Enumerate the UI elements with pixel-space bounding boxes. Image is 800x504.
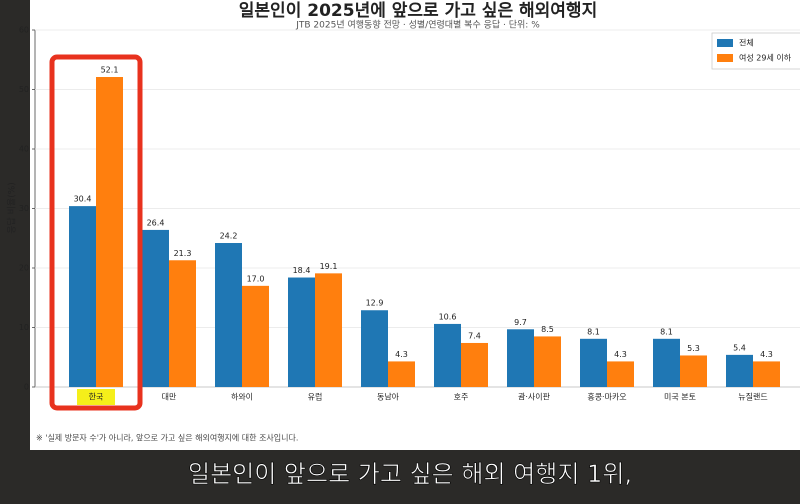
y-tick-label: 20 (19, 264, 29, 273)
bar (680, 355, 707, 387)
data-label: 12.9 (366, 299, 384, 308)
highlight-label-box (77, 389, 115, 405)
data-label: 52.1 (101, 66, 119, 75)
data-label: 4.3 (614, 350, 627, 359)
data-label: 10.6 (439, 312, 457, 321)
bar (69, 206, 96, 387)
bar (434, 323, 461, 387)
y-tick-label: 50 (19, 85, 29, 94)
y-axis-label: 응답 비율(%) (6, 182, 18, 234)
x-tick-label: 뉴질랜드 (738, 392, 767, 402)
data-label: 19.1 (320, 262, 338, 271)
footnote: ※ '실제 방문자 수'가 아니라, 앞으로 가고 싶은 해외여행지에 대한 조… (36, 433, 298, 443)
video-caption: 일본인이 앞으로 가고 싶은 해외 여행지 1위, (188, 460, 632, 488)
data-label: 7.4 (468, 331, 481, 340)
x-tick-label: 한국 (89, 393, 104, 402)
legend-label: 여성 29세 이하 (739, 53, 792, 63)
x-tick-label: 홍콩·마카오 (587, 392, 626, 402)
data-label: 24.2 (220, 232, 238, 241)
bar (388, 361, 415, 387)
bar (607, 361, 634, 387)
x-tick-label: 미국 본토 (664, 393, 696, 402)
bar (288, 277, 315, 387)
legend-label: 전체 (739, 38, 754, 48)
x-tick-label: 하와이 (231, 392, 253, 402)
x-tick-label: 대만 (162, 393, 177, 402)
bar (653, 338, 680, 387)
y-tick-label: 60 (19, 26, 29, 35)
bar (315, 273, 342, 387)
legend-swatch (717, 39, 733, 47)
data-label: 4.3 (395, 350, 408, 359)
bar (534, 336, 561, 387)
y-tick-label: 40 (19, 145, 29, 154)
bar (96, 77, 123, 387)
bar (726, 354, 753, 387)
legend-box (711, 32, 800, 70)
y-tick-label: 30 (19, 204, 29, 213)
bar (242, 285, 269, 387)
data-label: 8.1 (587, 327, 600, 336)
highlight-frame (49, 54, 143, 411)
x-tick-label: 동남아 (377, 392, 400, 402)
bar (142, 229, 169, 387)
legend-swatch (717, 54, 733, 62)
y-tick-label: 0 (24, 383, 29, 392)
y-tick-label: 10 (19, 323, 29, 332)
data-label: 30.4 (74, 195, 92, 204)
bar (361, 310, 388, 387)
bar (580, 338, 607, 387)
data-label: 9.7 (514, 318, 527, 327)
data-label: 17.0 (247, 274, 265, 283)
data-label: 26.4 (147, 218, 165, 227)
bar (461, 342, 488, 387)
data-label: 21.3 (174, 249, 192, 258)
bar (507, 329, 534, 387)
chart-title: 일본인이 2025년에 앞으로 가고 싶은 해외여행지 (239, 1, 597, 21)
data-label: 5.3 (687, 344, 700, 353)
bar (753, 361, 780, 387)
bar (169, 260, 196, 387)
chart-subtitle: JTB 2025년 여행동향 전망 · 성별/연령대별 복수 응답 · 단위: … (295, 19, 540, 31)
data-label: 8.1 (660, 327, 673, 336)
x-tick-label: 유럽 (308, 393, 323, 402)
data-label: 4.3 (760, 350, 773, 359)
data-label: 18.4 (293, 266, 311, 275)
data-label: 8.5 (541, 325, 554, 334)
x-tick-label: 괌·사이판 (518, 392, 551, 402)
x-tick-label: 호주 (454, 393, 469, 402)
bar (215, 243, 242, 387)
data-label: 5.4 (733, 343, 746, 352)
